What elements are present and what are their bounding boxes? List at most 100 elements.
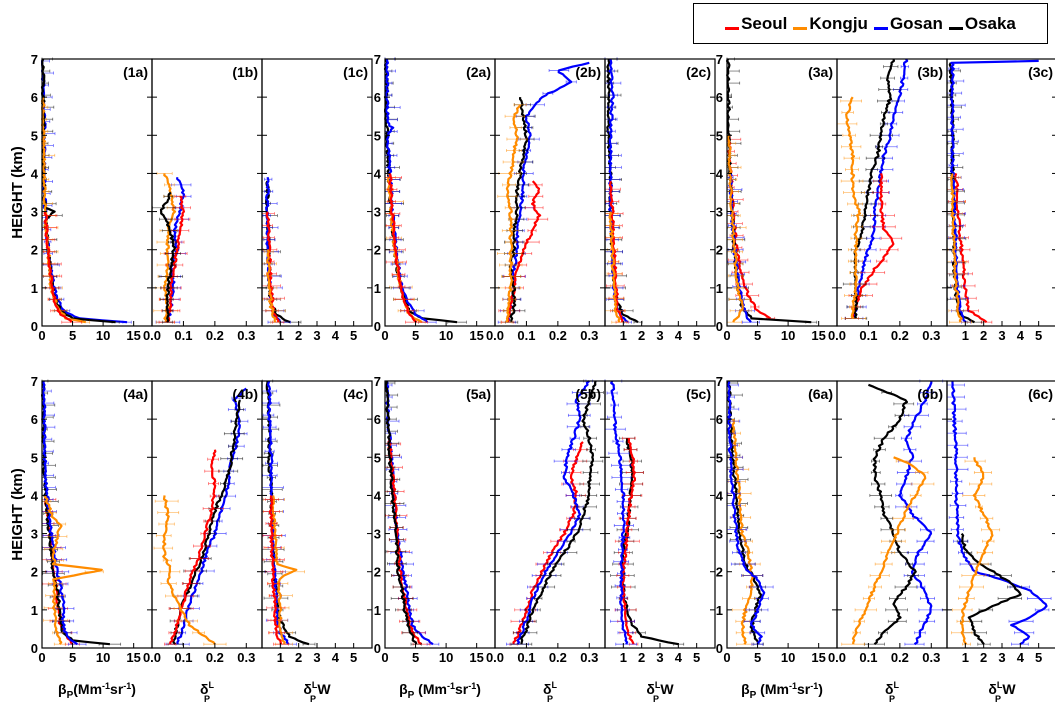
x-tick-label: 0.2: [206, 650, 224, 665]
legend-item-kongju: Kongju: [793, 14, 868, 34]
series-3b-seoul: [851, 173, 895, 319]
x-tick-label: 5: [69, 650, 76, 665]
legend-label-seoul: Seoul: [741, 13, 788, 33]
series-1b-osaka: [159, 191, 177, 323]
x-tick-label: 15: [126, 328, 140, 343]
x-tick-label: 0.0: [828, 650, 846, 665]
x-tick-label: 1: [962, 650, 969, 665]
x-tick-label: 2: [638, 650, 645, 665]
y-tick-label: 1: [374, 281, 381, 296]
errorbars-5a-gosan: [384, 383, 440, 646]
x-axis-label: δL: [200, 680, 215, 697]
panel-label-1a: (1a): [123, 64, 148, 80]
errorbars-5c-seoul: [614, 436, 644, 646]
x-axis-label-subscript: P: [889, 694, 895, 704]
panel-2c: 1 2 3 4 5 (2c): [604, 57, 716, 343]
y-tick-label: 0: [31, 319, 38, 334]
x-axis-label: δLW: [646, 680, 674, 697]
x-tick-label: 4: [675, 328, 683, 343]
x-tick-label: 4: [332, 328, 340, 343]
y-tick-label: 1: [374, 603, 381, 618]
x-tick-label: 10: [439, 650, 453, 665]
x-tick-label: 15: [811, 650, 825, 665]
series-1c-kongju: [266, 249, 277, 323]
x-tick-label: 2: [295, 328, 302, 343]
panel-5b: 0.0 0.1 0.2 0.3 (5b): [486, 379, 606, 665]
x-tick-label: 3: [656, 650, 663, 665]
x-tick-label: 0.2: [549, 328, 567, 343]
x-tick-label: 10: [781, 650, 795, 665]
panel-label-1c: (1c): [343, 64, 368, 80]
errorbars-1b-seoul: [158, 194, 191, 324]
x-tick-label: 5: [754, 650, 761, 665]
panel-frame: [41, 58, 153, 327]
errorbars-4c-gosan: [261, 389, 297, 646]
series-4a-kongju: [43, 495, 103, 645]
x-tick-label: 4: [1017, 650, 1025, 665]
x-tick-label: 0: [38, 328, 45, 343]
y-tick-label: 1: [716, 603, 723, 618]
y-axis-label: HEIGHT (km): [9, 146, 26, 239]
x-tick-label: 0.2: [206, 328, 224, 343]
series-3c-seoul: [954, 173, 988, 324]
series-4b-seoul: [169, 449, 217, 645]
panel-3a: 0 1 2 3 4 5 6 7 0 5 10 15 (3a): [716, 52, 838, 343]
series-2a-seoul: [388, 173, 418, 324]
x-tick-label: 15: [469, 328, 483, 343]
y-tick-label: 7: [716, 374, 723, 389]
y-tick-label: 6: [374, 90, 381, 105]
x-axis-label: βP (Mm-1sr-1): [399, 681, 481, 701]
y-tick-label: 3: [31, 527, 38, 542]
x-axis-label-subscript: P: [204, 694, 210, 704]
series-2b-seoul: [506, 180, 542, 323]
panel-3c: 1 2 3 4 5 (3c): [946, 58, 1055, 343]
series-5c-gosan: [610, 380, 629, 645]
y-tick-label: 6: [716, 412, 723, 427]
x-tick-label: 5: [69, 328, 76, 343]
legend-label-gosan: Gosan: [889, 13, 943, 33]
y-tick-label: 2: [31, 243, 38, 258]
y-tick-label: 5: [716, 128, 723, 143]
panel-1a: 0 1 2 3 4 5 6 7 0 5 10 15 (1a): [31, 52, 153, 343]
errorbars-1a-kongju: [41, 105, 91, 324]
errorbars-2a-gosan: [384, 57, 437, 324]
series-1a-gosan: [40, 58, 128, 324]
series-3b-kongju: [845, 96, 861, 320]
y-tick-label: 0: [31, 641, 38, 656]
y-tick-label: 0: [716, 641, 723, 656]
x-tick-label: 5: [693, 650, 700, 665]
series-2b-osaka: [508, 97, 529, 323]
x-tick-label: 5: [693, 328, 700, 343]
series-6b-gosan: [898, 381, 933, 646]
panel-2a: 0 1 2 3 4 5 6 7 0 5 10 15 (2a): [374, 52, 496, 343]
x-tick-label: 4: [332, 650, 340, 665]
x-tick-label: 4: [675, 650, 683, 665]
x-tick-label: 0.3: [580, 328, 598, 343]
y-tick-label: 2: [374, 243, 381, 258]
y-tick-label: 3: [716, 205, 723, 220]
y-tick-label: 6: [31, 412, 38, 427]
panel-label-6c: (6c): [1028, 386, 1053, 402]
y-tick-label: 7: [31, 52, 38, 67]
x-tick-label: 0.3: [922, 650, 940, 665]
legend-item-osaka: Osaka: [948, 14, 1016, 34]
series-6c-gosan: [951, 381, 1048, 646]
x-tick-label: 15: [126, 650, 140, 665]
panel-frame: [494, 380, 606, 649]
legend: Seoul Kongju Gosan Osaka: [693, 3, 1048, 44]
y-tick-label: 6: [31, 90, 38, 105]
x-tick-label: 2: [980, 650, 987, 665]
y-tick-label: 1: [31, 281, 38, 296]
panel-label-2a: (2a): [466, 64, 491, 80]
x-tick-label: 0.1: [174, 650, 192, 665]
legend-swatch-kongju: [793, 26, 808, 30]
series-6a-gosan: [726, 380, 766, 645]
x-tick-label: 3: [313, 328, 320, 343]
x-axis-label-subscript: P: [653, 694, 659, 704]
errorbars-6b-gosan: [895, 379, 944, 646]
x-tick-label: 4: [1017, 328, 1025, 343]
x-tick-label: 0.2: [891, 328, 909, 343]
series-3a-kongju: [727, 134, 744, 323]
panel-6a: 0 1 2 3 4 5 6 7 0 5 10 15 (6a): [716, 374, 838, 665]
y-tick-label: 7: [31, 374, 38, 389]
